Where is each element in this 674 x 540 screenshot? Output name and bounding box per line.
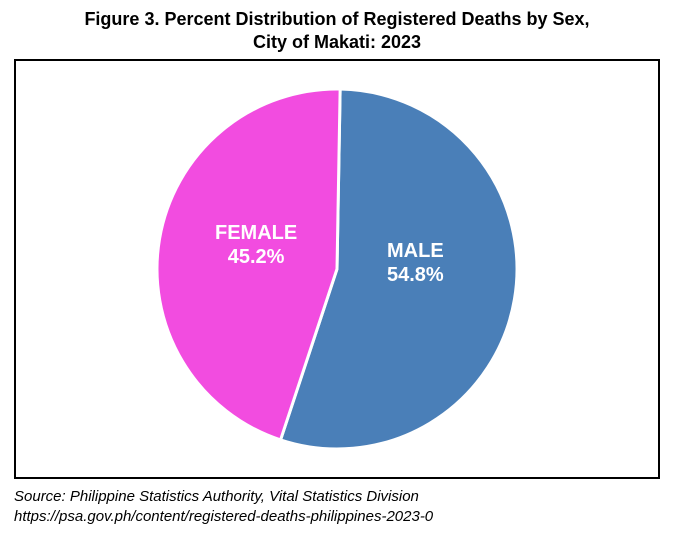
pie-chart: MALE54.8% FEMALE45.2% [157,89,517,449]
slice-label-female: FEMALE45.2% [215,221,297,269]
slice-label-value: 54.8% [387,264,444,286]
source-citation: Source: Philippine Statistics Authority,… [0,483,674,526]
source-line1: Source: Philippine Statistics Authority,… [14,488,419,505]
pie-labels-layer: MALE54.8% FEMALE45.2% [157,89,517,449]
chart-title: Figure 3. Percent Distribution of Regist… [0,0,674,57]
slice-label-name: MALE [387,240,444,262]
chart-container: MALE54.8% FEMALE45.2% [14,59,660,479]
slice-label-value: 45.2% [228,246,285,268]
source-line2: https://psa.gov.ph/content/registered-de… [14,508,433,525]
chart-title-line1: Figure 3. Percent Distribution of Regist… [84,9,589,29]
slice-label-name: FEMALE [215,222,297,244]
chart-title-line2: City of Makati: 2023 [253,32,421,52]
slice-label-male: MALE54.8% [387,239,444,287]
